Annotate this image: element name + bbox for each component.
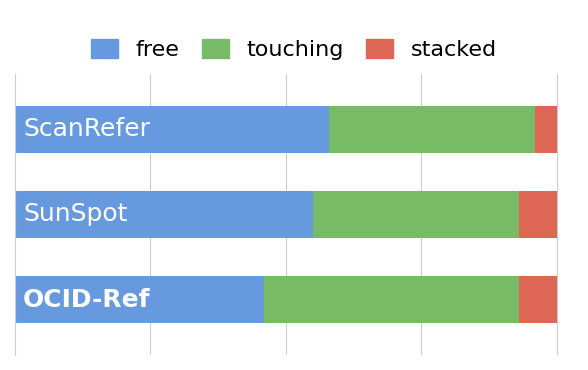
Legend: free, touching, stacked: free, touching, stacked [87, 34, 501, 65]
Text: OCID-Ref: OCID-Ref [23, 287, 151, 312]
Bar [329, 106, 535, 152]
Bar [15, 191, 313, 238]
Bar [15, 276, 264, 323]
Bar [519, 276, 557, 323]
Text: SunSpot: SunSpot [23, 202, 128, 226]
Bar [313, 191, 519, 238]
Bar [535, 106, 557, 152]
Bar [15, 106, 329, 152]
Text: ScanRefer: ScanRefer [23, 117, 150, 141]
Bar [264, 276, 519, 323]
Bar [519, 191, 557, 238]
